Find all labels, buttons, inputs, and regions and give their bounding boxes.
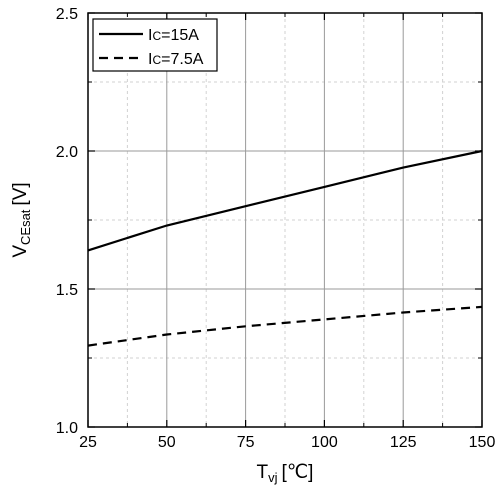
minor-grid bbox=[88, 13, 482, 427]
x-tick-label: 100 bbox=[311, 434, 338, 451]
y-tick-labels: 1.0 1.5 2.0 2.5 bbox=[56, 6, 78, 437]
y-tick-label: 1.0 bbox=[56, 420, 78, 437]
y-axis-label-unit: [V] bbox=[10, 182, 31, 205]
x-axis-label-sub: vj bbox=[268, 470, 278, 485]
series-layer bbox=[87, 149, 483, 347]
y-tick-label: 1.5 bbox=[56, 282, 78, 299]
x-tick-label: 150 bbox=[469, 434, 496, 451]
legend-label-main: I bbox=[148, 51, 152, 68]
y-axis-label-sub: CEsat bbox=[18, 209, 33, 245]
x-axis-label: Tvj [℃] bbox=[257, 462, 314, 485]
legend-label-1: IC=15A bbox=[148, 27, 199, 44]
x-tick-labels: 25 50 75 100 125 150 bbox=[79, 434, 495, 451]
axis-ticks bbox=[87, 12, 483, 428]
legend-label-rest: =7.5A bbox=[161, 51, 204, 68]
x-tick-label: 75 bbox=[237, 434, 255, 451]
y-axis-label-main: V bbox=[10, 245, 31, 258]
legend-label-2: IC=7.5A bbox=[148, 51, 204, 68]
y-axis-label: VCEsat [V] bbox=[10, 182, 33, 257]
legend-label-sub: C bbox=[152, 53, 161, 67]
x-axis-label-main: T bbox=[257, 462, 269, 483]
major-grid bbox=[88, 13, 482, 427]
legend-label-main: I bbox=[148, 27, 152, 44]
legend-label-rest: =15A bbox=[161, 27, 199, 44]
x-tick-label: 125 bbox=[390, 434, 417, 451]
y-tick-label: 2.5 bbox=[56, 6, 78, 23]
legend-box bbox=[92, 18, 218, 72]
series-line-1 bbox=[87, 149, 483, 252]
x-tick-label: 50 bbox=[158, 434, 176, 451]
y-tick-label: 2.0 bbox=[56, 144, 78, 161]
x-tick-label: 25 bbox=[79, 434, 97, 451]
series-line-2 bbox=[87, 305, 483, 347]
x-axis-label-unit: [℃] bbox=[282, 462, 314, 483]
legend-label-sub: C bbox=[152, 29, 161, 43]
